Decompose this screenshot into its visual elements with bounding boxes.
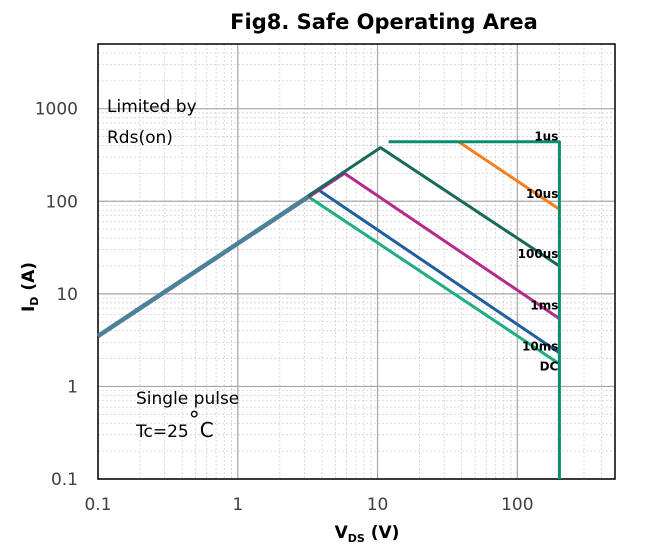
annotation-limited-line1: Limited by [107,97,197,117]
x-axis-label-suffix: (V) [365,523,400,543]
series-label-10ms: 10ms [522,339,558,353]
y-tick-label: 10 [56,285,78,305]
y-axis-tick-labels: 0.1 1 10 100 1000 [35,100,78,490]
plot-area-frame [97,43,616,480]
x-axis-label: VDS (V) [335,523,400,545]
y-tick-label: 1000 [35,100,78,120]
series-label-dc: DC [540,359,559,373]
annotation-tc-degree: ° [189,408,200,433]
x-tick-label: 10 [367,495,389,515]
y-axis-label-main: I [19,306,39,312]
y-tick-label: 100 [46,192,78,212]
series-label-1us: 1us [534,130,558,144]
annotation-limited-line2: Rds(on) [107,128,173,148]
series-line-1us [388,140,561,479]
x-axis-label-main: V [335,523,349,543]
x-tick-label: 100 [501,495,533,515]
x-axis-label-sub: DS [348,532,365,545]
annotation-tc-unit: C [200,418,214,442]
x-tick-label: 0.1 [84,495,111,515]
x-tick-label: 1 [232,495,243,515]
y-tick-label: 1 [67,377,78,397]
y-axis-label-suffix: (A) [19,262,39,297]
y-axis-label-sub: D [28,297,41,306]
series-label-1ms: 1ms [530,298,558,312]
x-axis-tick-labels: 0.1 1 10 100 [84,495,533,515]
series-labels: DC 10ms 1ms 100us 10us 1us [518,130,559,374]
series-label-100us: 100us [518,247,559,261]
chart-title: Fig8. Safe Operating Area [230,10,538,34]
series-label-10us: 10us [526,187,558,201]
series-line-boundary [96,194,310,338]
annotation-tc-value: Tc=25 [135,422,189,442]
annotation-tc: Tc=25°C [135,408,214,442]
series-line-10us [457,140,561,211]
annotation-single-pulse: Single pulse [136,389,239,409]
y-axis-label: ID (A) [19,262,41,312]
series-layer [96,140,561,479]
y-tick-label: 0.1 [51,470,78,490]
